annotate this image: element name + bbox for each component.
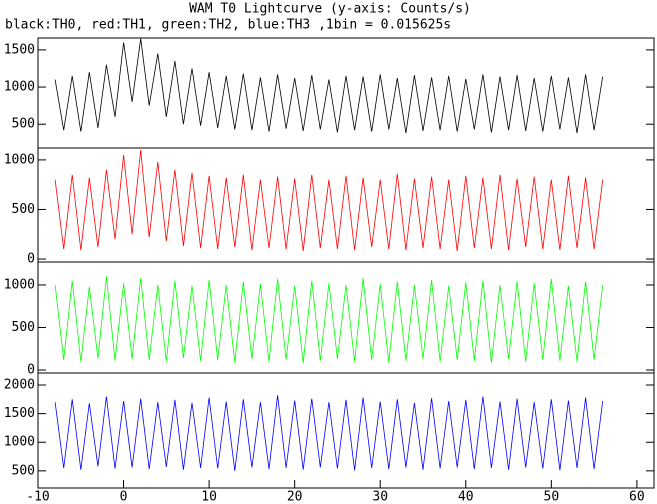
y-tick-label: 500 [12, 463, 35, 478]
x-tick-label: 0 [120, 490, 128, 504]
chart-subtitle: black:TH0, red:TH1, green:TH2, blue:TH3 … [5, 18, 451, 33]
x-tick-label: 40 [458, 490, 474, 504]
x-tick-label: 60 [629, 490, 645, 504]
x-tick-label: 50 [544, 490, 560, 504]
y-tick-label: 2000 [4, 378, 35, 393]
y-tick-label: 500 [12, 202, 35, 217]
light-curve [54, 276, 604, 364]
x-tick-label: 20 [287, 490, 303, 504]
panel-frame [37, 261, 655, 374]
panel-frame [37, 147, 655, 263]
x-tick-label: 30 [372, 490, 388, 504]
y-tick-label: 0 [27, 363, 35, 378]
light-curve [54, 38, 604, 134]
y-tick-label: 0 [27, 252, 35, 267]
x-tick-label: 10 [201, 490, 217, 504]
y-tick-label: 500 [12, 320, 35, 335]
y-tick-label: 1000 [4, 152, 35, 167]
panel-frame [37, 37, 655, 149]
light-curve [54, 149, 604, 252]
y-tick-label: 1000 [4, 277, 35, 292]
y-tick-label: 1500 [4, 406, 35, 421]
light-curve [54, 395, 604, 471]
chart-title: WAM T0 Lightcurve (y-axis: Counts/s) [189, 2, 471, 17]
y-tick-label: 1000 [4, 435, 35, 450]
y-tick-label: 1500 [4, 42, 35, 57]
y-tick-label: 500 [12, 117, 35, 132]
x-tick-label: -10 [26, 490, 49, 504]
y-tick-label: 1000 [4, 80, 35, 95]
panel-frame [37, 372, 655, 489]
